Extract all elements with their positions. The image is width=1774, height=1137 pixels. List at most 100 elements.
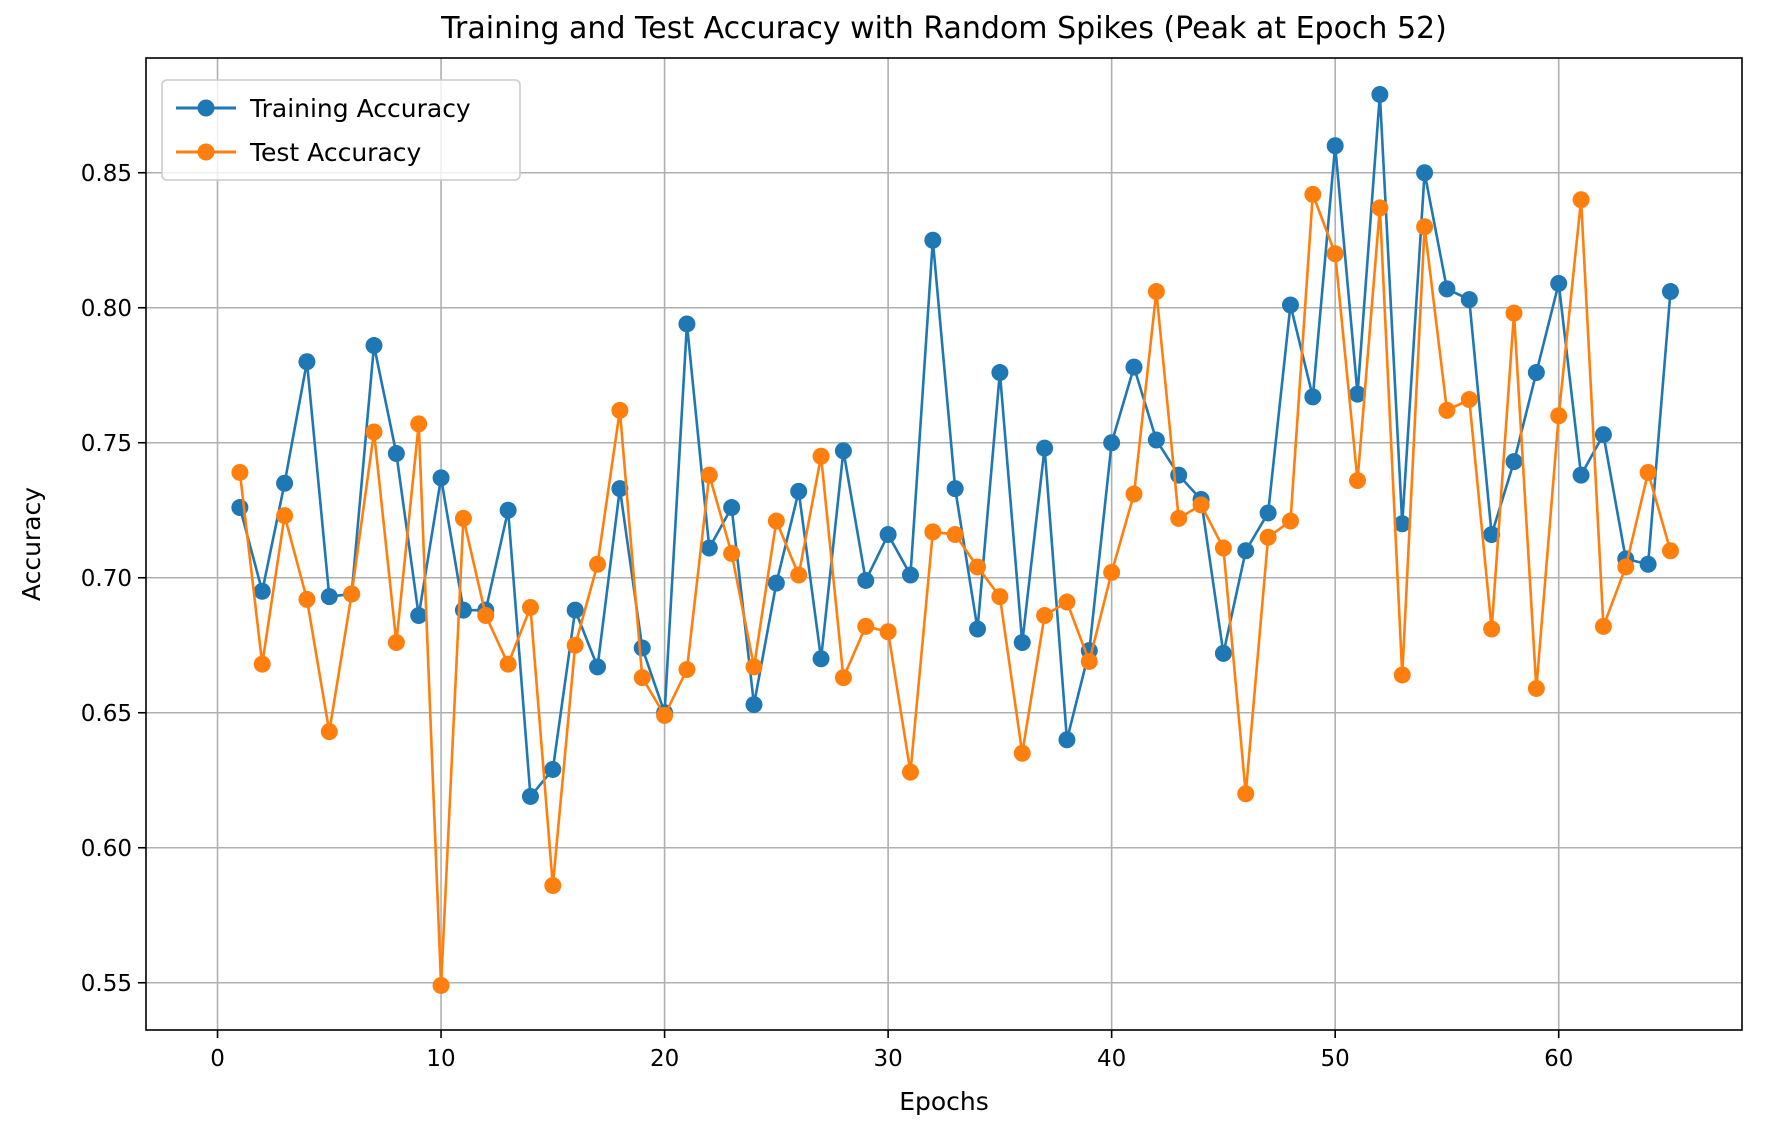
data-point [1058,731,1076,749]
data-point [1349,385,1367,403]
data-point [387,445,405,463]
data-point [1483,526,1501,544]
data-point [1371,199,1389,217]
x-tick-label: 50 [1321,1046,1350,1072]
data-point [1416,164,1434,182]
data-point [1393,666,1411,684]
data-point [901,763,919,781]
data-point [946,526,964,544]
data-point [365,423,383,441]
data-point [1214,644,1232,662]
data-point [1594,426,1612,444]
data-point [566,636,584,654]
series-test [231,185,1679,994]
data-point [1438,280,1456,298]
data-point [276,507,294,525]
data-point [723,544,741,562]
data-point [298,353,316,371]
data-point [298,590,316,608]
data-point [589,555,607,573]
legend-box [161,79,521,181]
data-point [879,623,897,641]
data-point [790,482,808,500]
data-point [991,588,1009,606]
data-point [946,480,964,498]
y-tick-label: 0.75 [81,431,132,457]
plot-frame [145,57,1743,1031]
data-point [1617,558,1635,576]
data-point [320,588,338,606]
data-point [924,231,942,249]
data-point [1550,274,1568,292]
data-point [834,669,852,687]
data-point [1326,245,1344,263]
data-point [700,539,718,557]
legend-label-training: Training Accuracy [249,94,471,123]
data-point [1237,542,1255,560]
series-training [231,85,1679,805]
x-tick-label: 60 [1544,1046,1573,1072]
data-point [767,574,785,592]
legend: Training Accuracy Test Accuracy [161,79,521,181]
data-point [924,523,942,541]
data-point [1505,304,1523,322]
data-point [1639,555,1657,573]
data-point [499,655,517,673]
data-point [1460,291,1478,309]
data-point [1125,358,1143,376]
legend-label-test: Test Accuracy [249,138,422,167]
data-point [276,474,294,492]
data-point [1416,218,1434,236]
data-point [678,315,696,333]
y-tick-label: 0.80 [81,296,132,322]
data-point [253,655,271,673]
axis-ticks: 0 10 20 30 40 50 60 0.55 0.60 0.65 0.70 0.75 0.80 0.8… [81,161,1574,1072]
data-point [611,401,629,419]
data-point [633,669,651,687]
data-point [1013,634,1031,652]
data-point [477,607,495,625]
data-point [410,607,428,625]
data-point [1214,539,1232,557]
x-axis-title: Epochs [899,1087,989,1116]
data-point [544,877,562,895]
legend-marker-training [197,99,215,117]
data-point [1103,434,1121,452]
data-point [499,501,517,519]
data-point [745,658,763,676]
data-point [1527,364,1545,382]
data-point [1460,391,1478,409]
data-point [1103,563,1121,581]
y-axis-title: Accuracy [17,487,46,601]
data-point [857,571,875,589]
data-point [812,650,830,668]
data-point [1639,463,1657,481]
data-point [1505,453,1523,471]
data-point [1036,607,1054,625]
data-point [566,601,584,619]
data-point [1550,407,1568,425]
y-tick-label: 0.85 [81,161,132,187]
data-point [1147,431,1165,449]
data-point [1326,137,1344,155]
data-point [544,760,562,778]
x-tick-label: 20 [650,1046,679,1072]
data-point [253,582,271,600]
data-point [1281,512,1299,530]
data-point [343,585,361,603]
x-tick-label: 0 [210,1046,225,1072]
data-point [1192,496,1210,514]
data-point [879,526,897,544]
data-point [1147,283,1165,301]
data-point [1013,744,1031,762]
data-point [387,634,405,652]
data-point [790,566,808,584]
data-point [1661,283,1679,301]
data-point [723,499,741,517]
data-point [1237,785,1255,803]
data-point [1125,485,1143,503]
x-tick-label: 30 [873,1046,902,1072]
data-point [834,442,852,460]
